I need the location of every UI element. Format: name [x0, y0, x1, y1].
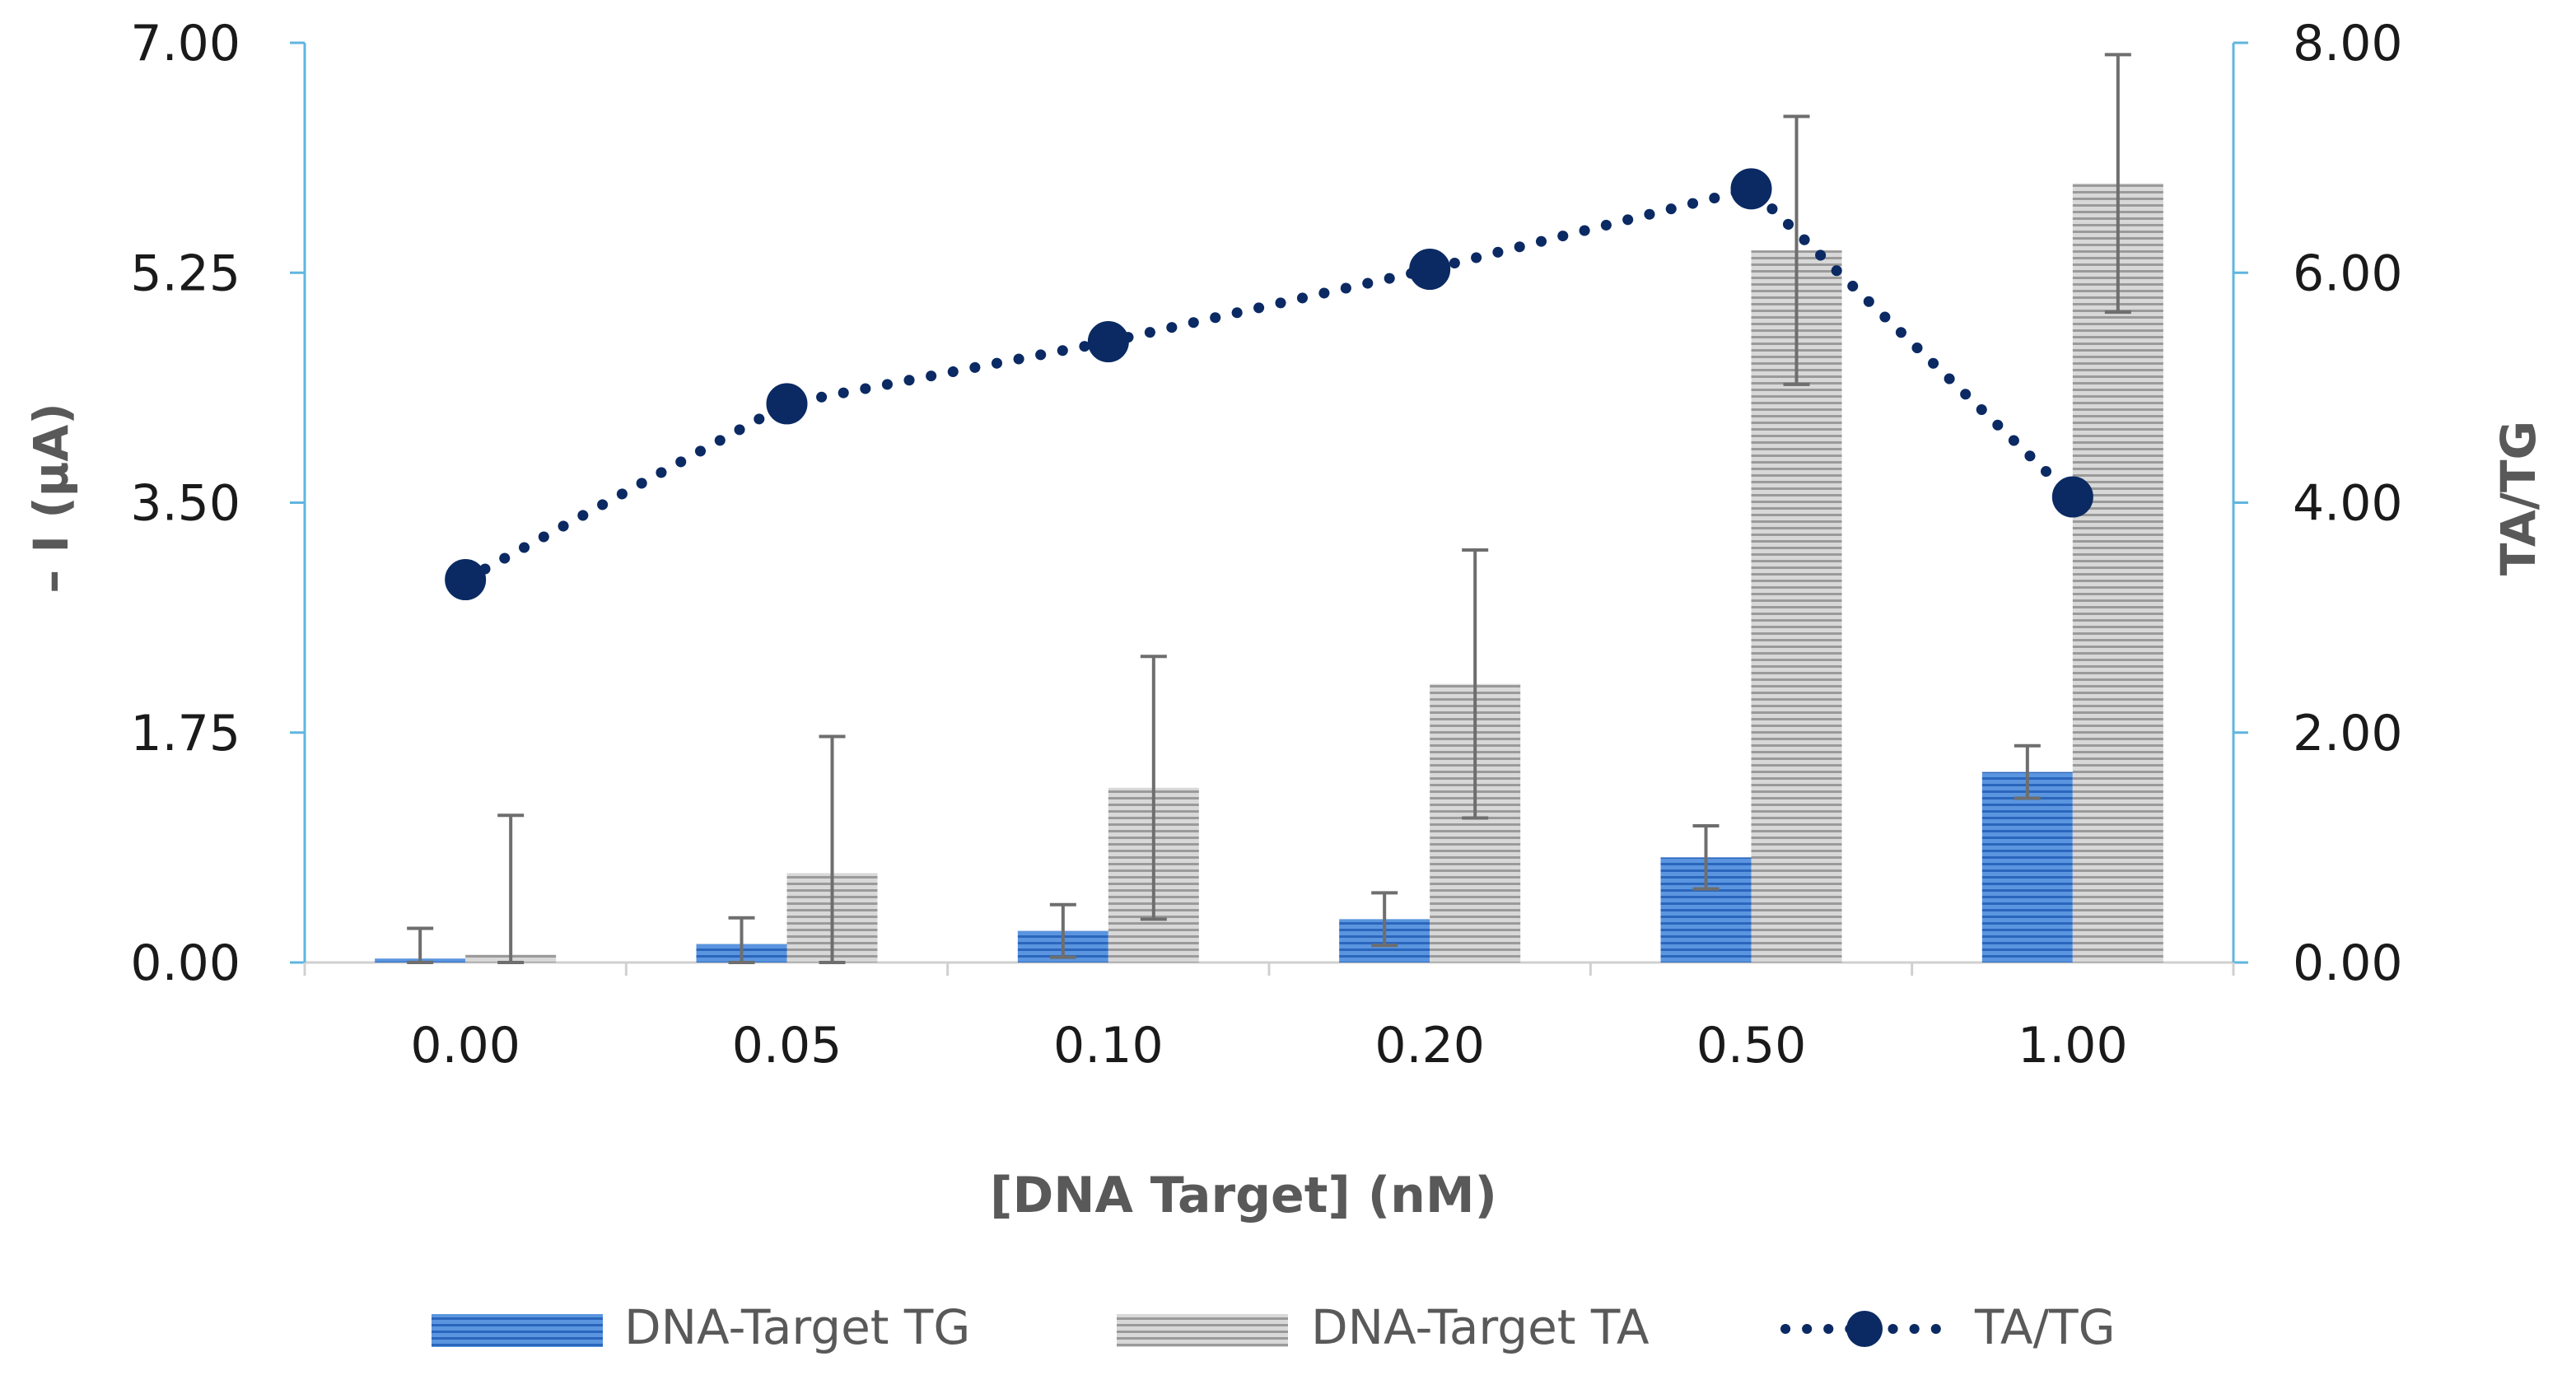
- legend-label-tg: DNA-Target TG: [624, 1299, 970, 1355]
- y-tick-label: 3.50: [130, 475, 240, 533]
- y-tick-label: 7.00: [130, 15, 240, 72]
- y-axis-title: – I (µA): [23, 403, 79, 594]
- legend-label-ta: DNA-Target TA: [1311, 1299, 1650, 1355]
- y2-tick-label: 0.00: [2293, 935, 2403, 992]
- x-tick-label: 0.05: [732, 1017, 842, 1074]
- y2-tick-label: 6.00: [2293, 245, 2403, 302]
- legend-swatch-ta: [1117, 1314, 1288, 1347]
- legend-marker-ratio: [1846, 1311, 1883, 1347]
- x-tick-label: 0.20: [1374, 1017, 1485, 1074]
- ratio-point: [2051, 476, 2093, 518]
- x-tick-label: 1.00: [2018, 1017, 2128, 1074]
- y-tick-label: 0.00: [130, 935, 240, 992]
- y2-tick-label: 2.00: [2293, 705, 2403, 762]
- x-tick-label: 0.10: [1053, 1017, 1164, 1074]
- bar-tg: [1981, 771, 2073, 962]
- legend-label-ratio: TA/TG: [1974, 1299, 2116, 1355]
- x-tick-label: 0.00: [410, 1017, 520, 1074]
- ratio-line: [460, 183, 2079, 585]
- x-axis-title: [DNA Target] (nM): [990, 1167, 1497, 1224]
- y2-tick-label: 4.00: [2293, 475, 2403, 533]
- y-tick-label: 1.75: [130, 705, 240, 762]
- ratio-point: [1087, 321, 1129, 363]
- legend-item-ratio: TA/TG: [1780, 1299, 2116, 1355]
- ratio-point: [445, 559, 487, 601]
- y2-tick-label: 8.00: [2293, 15, 2403, 72]
- y2-axis-title: TA/TG: [2490, 421, 2546, 576]
- legend-item-tg: DNA-Target TG: [432, 1299, 970, 1355]
- ratio-point: [766, 383, 808, 425]
- ratio-point: [1409, 249, 1451, 291]
- legend-item-ta: DNA-Target TA: [1117, 1299, 1650, 1355]
- y-tick-label: 5.25: [130, 245, 240, 302]
- legend-swatch-tg: [432, 1314, 603, 1347]
- ratio-point: [1730, 168, 1772, 210]
- x-tick-label: 0.50: [1696, 1017, 1807, 1074]
- legend: DNA-Target TG DNA-Target TA TA/TG: [432, 1299, 2116, 1355]
